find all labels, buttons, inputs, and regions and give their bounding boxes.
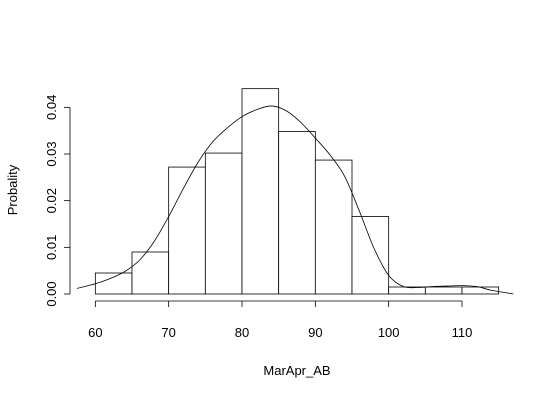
y-tick-label-4: 0.04 — [44, 95, 59, 120]
histogram-bars — [94, 88, 500, 295]
histogram-bar-6 — [314, 159, 353, 295]
x-tick-label-0: 60 — [88, 325, 102, 340]
density-curve — [76, 105, 514, 295]
histogram-bar-8 — [388, 286, 426, 295]
x-tick-label-5: 110 — [452, 325, 473, 340]
x-axis-label: MarApr_AB — [263, 363, 330, 378]
y-tick-label-3: 0.03 — [44, 141, 59, 166]
histogram-bar-0 — [94, 272, 133, 295]
x-tick-label-2: 80 — [235, 325, 249, 340]
x-axis: 60 70 80 90 100 110 — [88, 300, 473, 340]
y-tick-label-2: 0.02 — [44, 188, 59, 213]
histogram-bar-3 — [204, 152, 243, 295]
x-tick-label-4: 100 — [378, 325, 400, 340]
histogram-bar-5 — [278, 131, 316, 295]
x-tick-label-3: 90 — [308, 325, 322, 340]
histogram-bar-9 — [424, 286, 463, 295]
y-tick-label-1: 0.01 — [44, 235, 59, 260]
y-tick-label-0: 0.00 — [44, 281, 59, 306]
y-axis: 0.00 0.01 0.02 0.03 0.04 — [44, 95, 71, 307]
histogram-bar-1 — [131, 251, 170, 295]
y-axis-label: Probality — [5, 164, 20, 215]
x-tick-label-1: 70 — [161, 325, 175, 340]
histogram-bar-7 — [351, 216, 390, 295]
histogram-bar-4 — [241, 88, 280, 295]
histogram-bar-2 — [168, 166, 206, 295]
